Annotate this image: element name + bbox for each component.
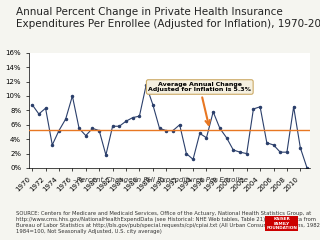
Text: Annual Percent Change in Private Health Insurance
Expenditures Per Enrollee (Adj: Annual Percent Change in Private Health … <box>16 7 320 29</box>
Text: SOURCE: Centers for Medicare and Medicaid Services, Office of the Actuary, Natio: SOURCE: Centers for Medicare and Medicai… <box>16 211 320 234</box>
Text: Average Annual Change
Adjusted for Inflation is 5.3%: Average Annual Change Adjusted for Infla… <box>148 82 251 125</box>
Text: –Percent Change in PHI Expenditures Per Enrollee: –Percent Change in PHI Expenditures Per … <box>73 176 247 182</box>
Text: KAISER
FAMILY
FOUNDATION: KAISER FAMILY FOUNDATION <box>266 217 297 230</box>
